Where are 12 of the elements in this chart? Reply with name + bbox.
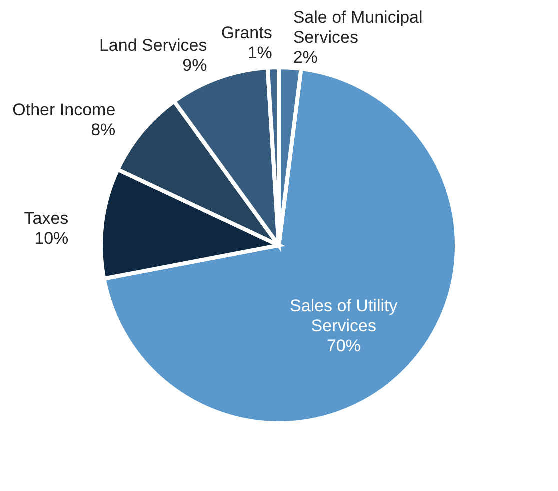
slice-label: Land Services [99, 36, 208, 56]
data-label: 9% [182, 56, 208, 76]
data-label: 2% [293, 48, 318, 67]
slice-label: Other Income [12, 100, 116, 120]
data-label: 1% [248, 44, 272, 63]
data-label: 70% [326, 336, 361, 356]
slice-label: Sales of Utility Services [290, 296, 398, 336]
data-label: 10% [34, 228, 69, 248]
slice-label: Sale of Municipal Services [293, 8, 423, 47]
data-label: 8% [91, 120, 116, 140]
slice-label: Taxes [24, 208, 69, 228]
slice-label: Grants [221, 24, 272, 43]
